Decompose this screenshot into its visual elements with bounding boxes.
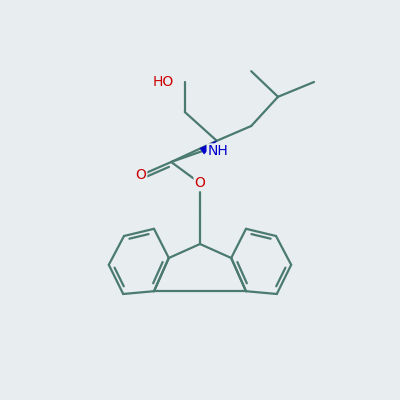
Text: O: O — [135, 168, 146, 182]
Text: HO: HO — [152, 75, 174, 89]
Text: O: O — [194, 176, 206, 190]
Polygon shape — [200, 141, 217, 154]
Text: NH: NH — [208, 144, 228, 158]
